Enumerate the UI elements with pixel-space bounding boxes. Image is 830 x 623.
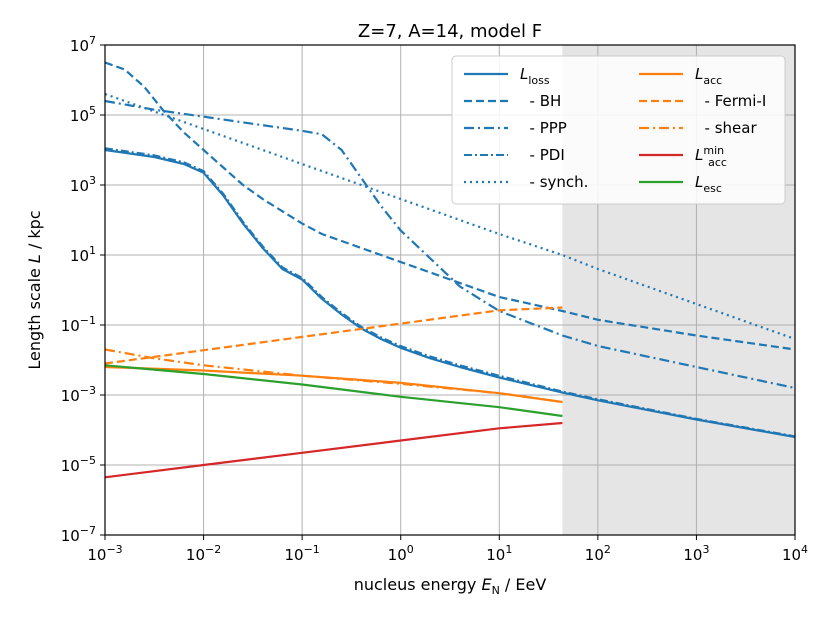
x-tick-label: 104 bbox=[782, 543, 808, 564]
legend-label-Fermi: - Fermi-I bbox=[695, 92, 766, 110]
legend-label-PPP: - PPP bbox=[520, 119, 567, 137]
y-tick-label: 10−7 bbox=[61, 524, 96, 545]
x-axis-label: nucleus energy EN / EeV bbox=[354, 575, 547, 597]
legend-label-BH: - BH bbox=[520, 92, 561, 110]
plot-frame bbox=[104, 44, 796, 536]
y-axis-label: Length scale L / kpc bbox=[25, 210, 44, 369]
legend-label-Laccmin: Lmin acc bbox=[695, 144, 727, 169]
x-tick-label: 101 bbox=[486, 543, 512, 564]
legend-box bbox=[451, 55, 786, 205]
y-tick-label: 10−3 bbox=[61, 384, 96, 405]
x-tick-label: 10−3 bbox=[87, 543, 122, 564]
legend-label-shear: - shear bbox=[695, 119, 757, 137]
legend: Lloss - BH - PPP - PDI - synch. Lacc - Fe… bbox=[451, 55, 786, 205]
y-tick-label: 10−5 bbox=[61, 454, 96, 475]
series-Lloss bbox=[104, 148, 796, 439]
legend-label-Lesc: Lesc bbox=[695, 173, 722, 195]
x-tick-label: 10−1 bbox=[284, 543, 319, 564]
series-shear bbox=[104, 348, 563, 404]
y-tick-label: 107 bbox=[70, 34, 96, 55]
chart-title: Z=7, A=14, model F bbox=[358, 21, 542, 42]
x-tick-label: 100 bbox=[388, 543, 414, 564]
y-tick-label: 103 bbox=[70, 174, 96, 195]
legend-label-Lloss: Lloss bbox=[520, 65, 550, 87]
y-tick-label: 10−1 bbox=[61, 314, 96, 335]
legend-label-PDI: - PDI bbox=[520, 146, 565, 164]
y-tick-label: 105 bbox=[70, 104, 96, 125]
series-Laccmin bbox=[104, 421, 563, 479]
x-tick-label: 103 bbox=[683, 543, 709, 564]
series-PDI bbox=[104, 147, 796, 438]
x-tick-label: 10−2 bbox=[186, 543, 221, 564]
x-tick-label: 102 bbox=[585, 543, 611, 564]
series-BH bbox=[104, 61, 796, 351]
series-Lesc bbox=[104, 364, 563, 418]
y-tick-label: 101 bbox=[70, 244, 96, 265]
legend-label-synch: - synch. bbox=[520, 173, 588, 191]
legend-label-Lacc: Lacc bbox=[695, 65, 722, 87]
series-Fermi bbox=[104, 306, 563, 365]
series-synch bbox=[104, 92, 796, 341]
